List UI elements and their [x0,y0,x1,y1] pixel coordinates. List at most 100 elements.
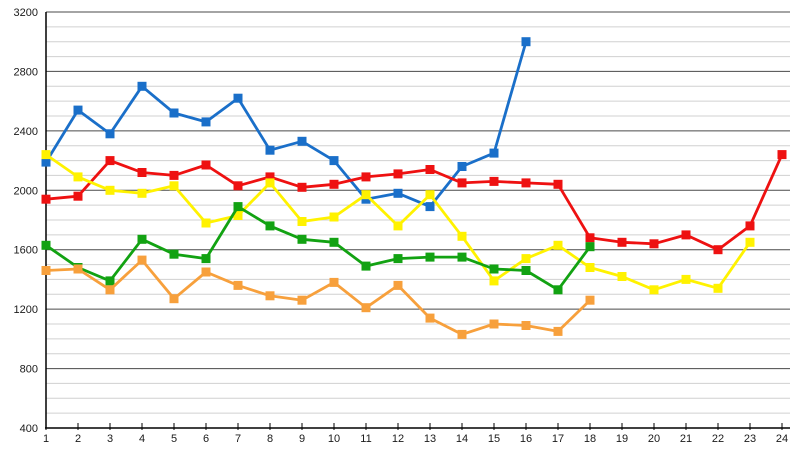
series-orange-marker [297,295,307,305]
series-green-marker [169,249,179,259]
series-green-marker [425,252,435,262]
y-axis-tick-label: 400 [20,423,38,435]
series-orange-marker [361,303,371,313]
x-axis-tick-label: 2 [75,433,81,445]
series-yellow-marker [745,237,755,247]
x-axis-tick-label: 6 [203,433,209,445]
x-axis-tick-label: 23 [744,433,756,445]
series-yellow-marker [649,285,659,295]
x-axis-tick-label: 14 [456,433,468,445]
series-orange-marker [553,326,563,336]
series-red-marker [201,160,211,170]
series-red-marker [649,239,659,249]
series-red-marker [713,245,723,255]
series-red-marker [777,150,787,160]
series-blue-marker [73,105,83,115]
series-green-marker [553,285,563,295]
series-yellow-marker [233,211,243,220]
y-axis-tick-label: 3200 [14,7,38,19]
series-red-marker [105,156,115,166]
series-green-marker [265,221,275,231]
series-orange-marker [425,313,435,323]
series-green-line [44,205,592,292]
series-blue-marker [169,108,179,118]
x-axis-tick-label: 20 [648,433,660,445]
series-yellow-marker [457,231,467,241]
series-yellow-marker [713,283,723,293]
series-blue-marker [489,148,499,158]
series-red-marker [745,221,755,231]
x-axis-tick-label: 7 [235,433,241,445]
series-yellow-marker [489,276,499,286]
series-yellow-marker [585,263,595,272]
x-axis-tick-label: 10 [328,433,340,445]
y-axis-tick-label: 2400 [14,126,38,138]
series-orange-marker [265,291,275,301]
series-yellow-marker [521,254,531,264]
x-axis-tick-label: 16 [520,433,532,445]
series-orange-marker [489,319,499,329]
y-axis-tick-label: 2000 [14,185,38,197]
x-axis-tick-label: 4 [139,433,145,445]
series-red-marker [681,230,691,240]
x-axis-tick-label: 13 [424,433,436,445]
series-yellow-marker [681,274,691,284]
series-orange-marker [73,264,83,274]
series-yellow-marker [393,221,403,231]
series-red-marker [41,194,51,204]
x-axis-tick-label: 24 [776,433,788,445]
series-blue-marker [393,188,403,198]
series-green-marker [585,242,595,252]
x-axis-tick-label: 22 [712,433,724,445]
series-green-marker [201,254,211,264]
series-yellow-marker [41,150,51,160]
series-green-marker [297,234,307,244]
series-blue-marker [201,117,211,127]
series-red-marker [617,237,627,247]
series-green-marker [105,276,115,286]
series-orange-marker [201,267,211,277]
y-axis-tick-label: 1200 [14,304,38,316]
series-red-marker [329,179,339,189]
series-yellow-marker [329,212,339,222]
series-blue-marker [105,129,115,139]
series-blue-marker [521,37,531,47]
x-axis-tick-label: 17 [552,433,564,445]
y-axis-tick-label: 800 [20,364,38,376]
series-blue-marker [457,162,467,171]
x-axis-tick-label: 3 [107,433,113,445]
x-axis-tick-label: 1 [43,433,49,445]
series-orange-marker [105,285,115,295]
x-axis-tick-label: 21 [680,433,692,445]
series-orange-marker [585,295,595,305]
series-blue-marker [233,93,243,103]
series-red-marker [137,168,147,177]
series-red-marker [265,172,275,182]
series-blue-line [44,40,528,209]
series-red-marker [585,233,595,243]
x-axis-tick-label: 5 [171,433,177,445]
series-red-marker [297,182,307,192]
series-red-line [44,153,784,252]
series-red-marker [553,179,563,189]
series-orange-marker [521,321,531,330]
x-axis-tick-label: 15 [488,433,500,445]
series-red-marker [457,178,467,188]
series-green-marker [329,237,339,247]
series-yellow-marker [361,190,371,200]
y-axis-tick-label: 1600 [14,245,38,257]
series-green-marker [521,266,531,275]
series-orange-marker [329,277,339,287]
series-blue-marker [425,202,435,212]
series-red-marker [233,181,243,191]
series-green-marker [489,264,499,274]
series-yellow-marker [617,272,627,281]
x-axis-tick-label: 18 [584,433,596,445]
series-orange-marker [393,280,403,290]
series-yellow-marker [169,181,179,191]
series-green-marker [137,234,147,244]
series-yellow-marker [137,188,147,198]
y-axis-tick-label: 2800 [14,66,38,78]
series-blue-marker [329,156,339,166]
